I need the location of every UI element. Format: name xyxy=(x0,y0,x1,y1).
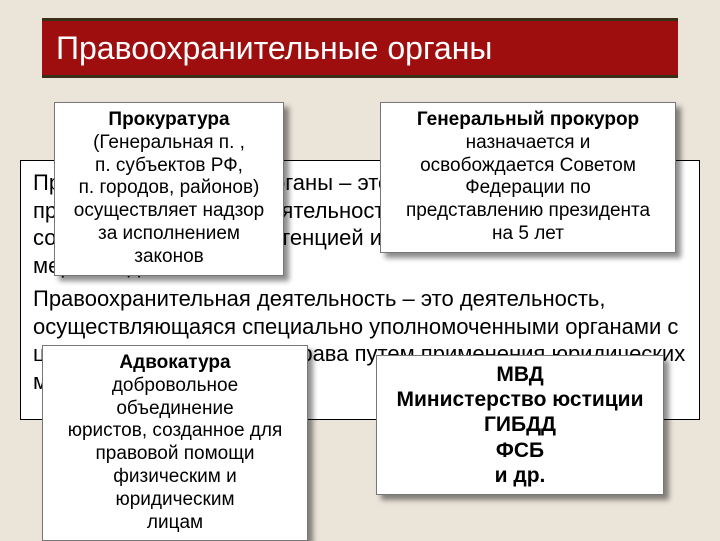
card-mvd-line: ФСБ xyxy=(387,438,653,463)
card-prokuror-head: Генеральный прокурор xyxy=(391,109,665,132)
card-prokuratura-line: п. субъектов РФ, xyxy=(65,155,273,178)
card-advokatura-head: Адвокатура xyxy=(53,352,297,375)
card-prokuratura: Прокуратура (Генеральная п. , п. субъект… xyxy=(54,102,284,276)
card-prokuratura-line: п. городов, районов) xyxy=(65,177,273,200)
card-advokatura-line: добровольное объединение xyxy=(53,375,297,421)
card-prokuror-line: назначается и xyxy=(391,132,665,155)
card-advokatura-line: лицам xyxy=(53,512,297,535)
card-prokuratura-line: за исполнением xyxy=(65,223,273,246)
card-mvd-line: МВД xyxy=(387,362,653,387)
card-prokuror-line: освобождается Советом xyxy=(391,155,665,178)
card-prokuror-line: Федерации по xyxy=(391,177,665,200)
card-advokatura-line: юристов, созданное для xyxy=(53,420,297,443)
card-mvd: МВД Министерство юстиции ГИБДД ФСБ и др. xyxy=(376,355,664,495)
card-prokuratura-line: (Генеральная п. , xyxy=(65,132,273,155)
card-prokuror-line: на 5 лет xyxy=(391,223,665,246)
card-prokuror-line: представлению президента xyxy=(391,200,665,223)
card-prokuratura-line: осуществляет надзор xyxy=(65,200,273,223)
card-prokuror: Генеральный прокурор назначается и освоб… xyxy=(380,102,676,253)
card-advokatura-line: правовой помощи xyxy=(53,443,297,466)
page-title: Правоохранительные органы xyxy=(56,30,492,67)
card-mvd-line: и др. xyxy=(387,463,653,488)
card-advokatura-line: физическим и юридическим xyxy=(53,466,297,512)
title-bar: Правоохранительные органы xyxy=(42,18,678,78)
card-prokuratura-head: Прокуратура xyxy=(65,109,273,132)
card-advokatura: Адвокатура добровольное объединение юрис… xyxy=(42,345,308,541)
card-mvd-line: Министерство юстиции xyxy=(387,387,653,412)
card-prokuratura-line: законов xyxy=(65,246,273,269)
card-mvd-line: ГИБДД xyxy=(387,412,653,437)
